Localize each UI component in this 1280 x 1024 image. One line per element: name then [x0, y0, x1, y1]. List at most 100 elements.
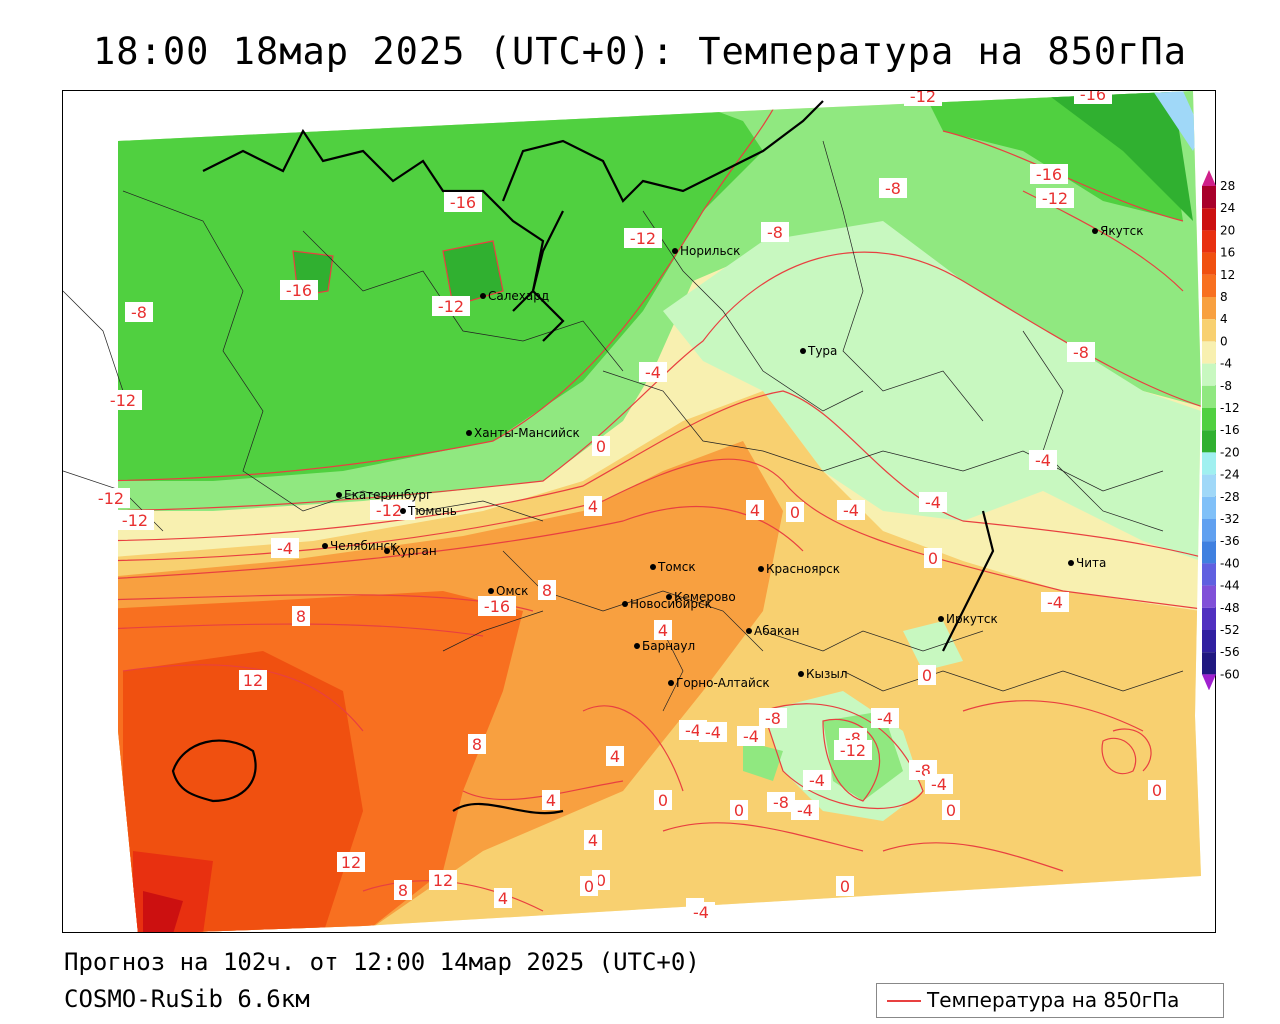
city-label: Кемерово — [674, 590, 736, 604]
isotherm-label: -16 — [280, 280, 318, 300]
isotherm-label: -8 — [125, 302, 153, 322]
scale-label: 28 — [1220, 179, 1235, 193]
city-label: Ханты-Мансийск — [474, 426, 580, 440]
isotherm-label: 4 — [494, 888, 512, 908]
svg-text:0: 0 — [734, 801, 744, 820]
city-label: Омск — [496, 584, 528, 598]
scale-swatch — [1202, 474, 1216, 497]
svg-text:-12: -12 — [840, 741, 866, 760]
scale-label: -40 — [1220, 556, 1240, 570]
svg-text:0: 0 — [584, 877, 594, 896]
city-dot — [800, 348, 806, 354]
svg-text:-8: -8 — [767, 223, 783, 242]
city-dot — [322, 543, 328, 549]
svg-text:-16: -16 — [450, 193, 476, 212]
isotherm-label: -16 — [1074, 91, 1112, 104]
scale-swatch — [1202, 408, 1216, 431]
isotherm-label: -4 — [699, 722, 727, 742]
isotherm-label: -12 — [116, 510, 154, 530]
isotherm-label: -4 — [837, 500, 865, 520]
scale-swatch — [1202, 652, 1216, 675]
scale-swatch — [1202, 541, 1216, 564]
city-label: Курган — [392, 544, 437, 558]
isotherm-label: -12 — [370, 500, 408, 520]
svg-text:-4: -4 — [1035, 451, 1051, 470]
temperature-map: -12 -16 -16 -12 -12 -8 -16 -16 -12 -8 -12 -12 -8 -8 -4… — [62, 90, 1216, 933]
isotherm-label: -12 — [432, 296, 470, 316]
svg-text:-8: -8 — [885, 179, 901, 198]
svg-text:-16: -16 — [1036, 165, 1062, 184]
svg-text:-12: -12 — [910, 91, 936, 106]
city-dot — [1092, 228, 1098, 234]
city-markers: Норильск Якутск Салехард Тура Ханты-Мансийск… — [322, 224, 1144, 690]
svg-text:12: 12 — [341, 853, 361, 872]
scale-label: -60 — [1220, 667, 1240, 681]
city-dot — [1068, 560, 1074, 566]
scale-label: -52 — [1220, 623, 1240, 637]
city-dot — [666, 594, 672, 600]
city-label: Чита — [1076, 556, 1106, 570]
scale-label: -8 — [1220, 379, 1232, 393]
isotherm-label: -8 — [759, 708, 787, 728]
isotherm-label: 0 — [580, 876, 598, 896]
isotherm-label: 12 — [337, 852, 365, 872]
svg-text:-12: -12 — [630, 229, 656, 248]
isotherm-label: -16 — [1030, 164, 1068, 184]
isotherm-label: 4 — [654, 620, 672, 640]
svg-text:4: 4 — [610, 747, 620, 766]
svg-text:0: 0 — [790, 503, 800, 522]
isotherm-label: -12 — [904, 91, 942, 106]
svg-text:-4: -4 — [809, 771, 825, 790]
scale-swatch — [1202, 186, 1216, 209]
city-dot — [384, 548, 390, 554]
city-dot — [336, 492, 342, 498]
isotherm-label: 0 — [918, 665, 936, 685]
isotherm-label: -8 — [1067, 342, 1095, 362]
isotherm-label: 0 — [730, 800, 748, 820]
svg-text:-4: -4 — [705, 723, 721, 742]
isotherm-label: -12 — [624, 228, 662, 248]
forecast-info: Прогноз на 102ч. от 12:00 14мар 2025 (UT… — [64, 948, 700, 976]
city-dot — [668, 680, 674, 686]
svg-text:-12: -12 — [376, 501, 402, 520]
svg-text:-4: -4 — [277, 539, 293, 558]
scale-swatch — [1202, 208, 1216, 231]
isotherm-label: 4 — [584, 830, 602, 850]
map-canvas: -12 -16 -16 -12 -12 -8 -16 -16 -12 -8 -12 -12 -8 -8 -4… — [63, 91, 1201, 932]
scale-label: 24 — [1220, 201, 1235, 215]
svg-text:-16: -16 — [1080, 91, 1106, 104]
svg-text:4: 4 — [658, 621, 668, 640]
scale-label: 16 — [1220, 246, 1235, 260]
city-dot — [798, 671, 804, 677]
city-label: Томск — [657, 560, 696, 574]
svg-text:12: 12 — [433, 871, 453, 890]
isotherm-label: -12 — [104, 390, 142, 410]
city-label: Абакан — [754, 624, 799, 638]
isotherm-label: 12 — [429, 870, 457, 890]
city-label: Челябинск — [330, 539, 397, 553]
city-dot — [650, 564, 656, 570]
svg-text:-4: -4 — [877, 709, 893, 728]
isotherm-label: 8 — [538, 580, 556, 600]
scale-swatch — [1202, 385, 1216, 408]
scale-swatch — [1202, 341, 1216, 364]
scale-swatch — [1202, 630, 1216, 653]
city-label: Якутск — [1100, 224, 1144, 238]
city-label: Тура — [807, 344, 837, 358]
scale-swatch — [1202, 585, 1216, 608]
legend-line-sample — [887, 1000, 921, 1002]
isotherm-label: 0 — [592, 436, 610, 456]
svg-text:0: 0 — [928, 549, 938, 568]
scale-label: -36 — [1220, 534, 1240, 548]
city-dot — [634, 643, 640, 649]
scale-swatch — [1202, 230, 1216, 253]
isotherm-label: -4 — [1029, 450, 1057, 470]
line-legend: Температура на 850гПа — [876, 983, 1224, 1018]
svg-text:-4: -4 — [1047, 593, 1063, 612]
svg-text:4: 4 — [750, 501, 760, 520]
isotherm-label: -4 — [919, 492, 947, 512]
svg-text:-12: -12 — [110, 391, 136, 410]
scale-label: -48 — [1220, 601, 1240, 615]
scale-label: -24 — [1220, 468, 1240, 482]
isotherm-label: -4 — [271, 538, 299, 558]
